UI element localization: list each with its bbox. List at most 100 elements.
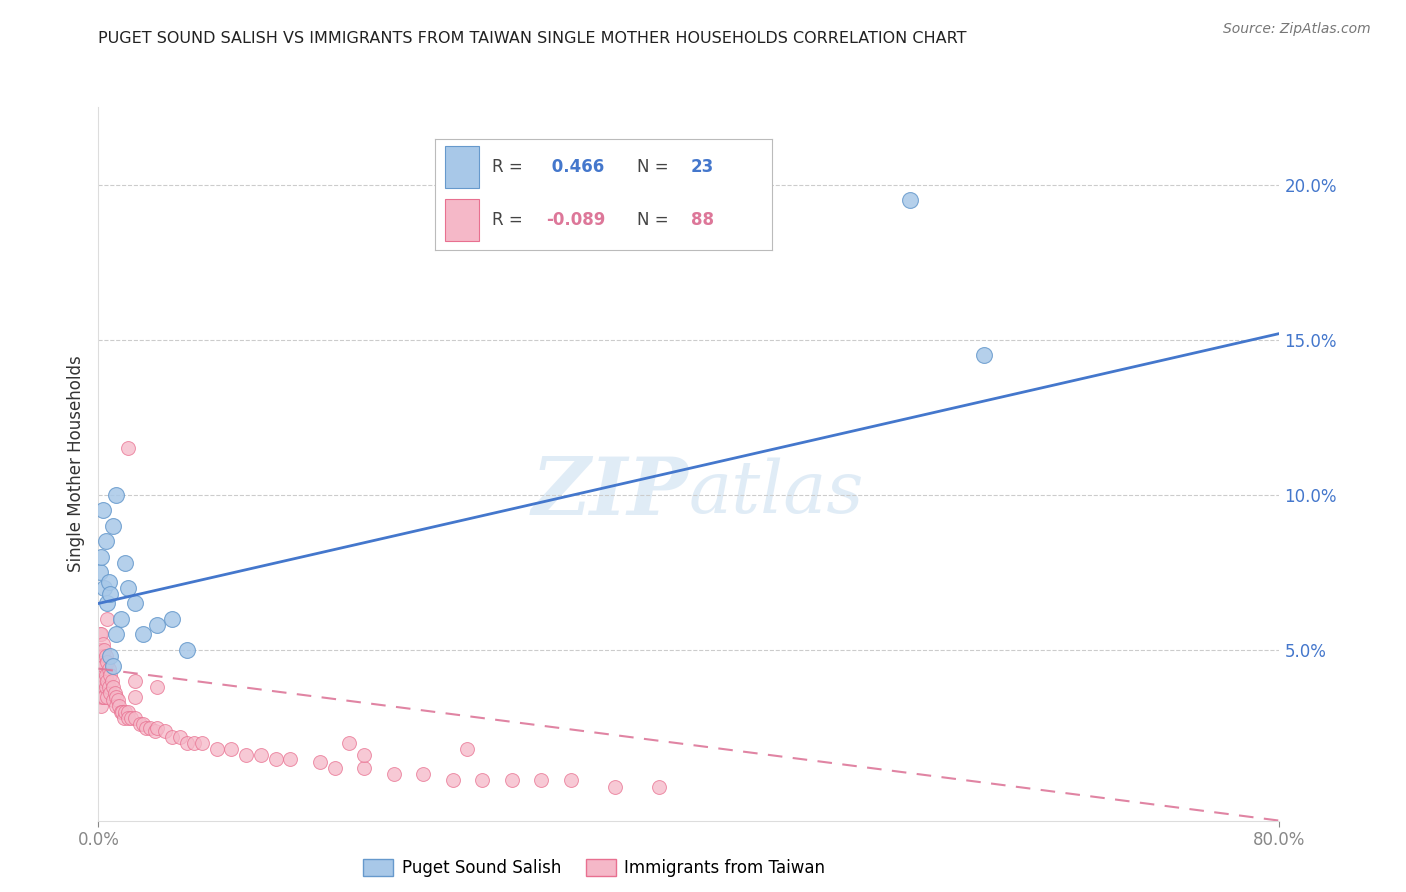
Point bbox=[90, 680, 112, 694]
Point bbox=[105, 690, 128, 704]
Point bbox=[648, 780, 671, 794]
Text: 0.466: 0.466 bbox=[546, 158, 605, 176]
Point bbox=[264, 751, 287, 765]
Legend: Puget Sound Salish, Immigrants from Taiwan: Puget Sound Salish, Immigrants from Taiw… bbox=[357, 852, 832, 884]
Text: 88: 88 bbox=[690, 211, 714, 229]
Point bbox=[205, 742, 228, 756]
Point bbox=[90, 690, 112, 704]
Point bbox=[98, 649, 121, 664]
Point bbox=[105, 627, 128, 641]
Point bbox=[124, 711, 146, 725]
Point bbox=[560, 773, 582, 788]
Point bbox=[110, 612, 132, 626]
Point bbox=[90, 643, 112, 657]
Point bbox=[191, 736, 214, 750]
Bar bbox=[446, 145, 479, 188]
Point bbox=[96, 656, 118, 670]
Point bbox=[93, 658, 115, 673]
Text: N =: N = bbox=[637, 211, 669, 229]
Point bbox=[117, 711, 139, 725]
Point bbox=[89, 566, 111, 580]
Point bbox=[89, 658, 111, 673]
Point bbox=[103, 658, 125, 673]
Point bbox=[90, 658, 112, 673]
Point bbox=[89, 673, 111, 688]
Point bbox=[91, 649, 114, 664]
Point bbox=[98, 686, 121, 700]
Point bbox=[107, 692, 129, 706]
Point bbox=[530, 773, 553, 788]
Point bbox=[90, 673, 112, 688]
Point bbox=[96, 690, 118, 704]
Point bbox=[91, 690, 114, 704]
Point bbox=[162, 612, 183, 626]
Point bbox=[90, 627, 112, 641]
Point bbox=[605, 780, 627, 794]
Point bbox=[94, 680, 117, 694]
Point bbox=[278, 751, 302, 765]
Point bbox=[108, 698, 131, 713]
Point bbox=[89, 649, 111, 664]
Point bbox=[120, 711, 142, 725]
Point bbox=[103, 680, 125, 694]
Point bbox=[105, 488, 128, 502]
Point bbox=[105, 698, 128, 713]
Point bbox=[100, 673, 122, 688]
Point bbox=[219, 742, 242, 756]
Point bbox=[89, 668, 111, 682]
Point bbox=[235, 748, 257, 763]
Point bbox=[103, 692, 125, 706]
Point bbox=[90, 549, 112, 564]
Point bbox=[114, 705, 136, 719]
Point bbox=[91, 503, 114, 517]
Point bbox=[104, 686, 127, 700]
Text: -0.089: -0.089 bbox=[546, 211, 606, 229]
Point bbox=[146, 721, 169, 735]
Point bbox=[110, 705, 132, 719]
Point bbox=[97, 574, 120, 589]
Point bbox=[501, 773, 523, 788]
Point bbox=[153, 723, 176, 738]
Point bbox=[117, 442, 139, 456]
Text: N =: N = bbox=[637, 158, 669, 176]
Point bbox=[441, 773, 464, 788]
Point bbox=[412, 767, 434, 781]
Point bbox=[94, 534, 117, 549]
Point bbox=[339, 736, 360, 750]
Point bbox=[93, 581, 115, 595]
Point bbox=[135, 721, 157, 735]
Point bbox=[162, 730, 183, 744]
Point bbox=[117, 705, 139, 719]
Point bbox=[91, 637, 114, 651]
Point bbox=[143, 723, 166, 738]
Point bbox=[132, 717, 155, 731]
Point bbox=[124, 673, 146, 688]
Y-axis label: Single Mother Households: Single Mother Households bbox=[66, 356, 84, 572]
Point bbox=[91, 680, 114, 694]
Point bbox=[176, 643, 198, 657]
Point bbox=[309, 755, 332, 769]
Point bbox=[91, 668, 114, 682]
Point bbox=[96, 673, 118, 688]
Text: Source: ZipAtlas.com: Source: ZipAtlas.com bbox=[1223, 22, 1371, 37]
Point bbox=[93, 643, 115, 657]
Point bbox=[973, 348, 995, 362]
Point bbox=[128, 717, 150, 731]
Point bbox=[353, 748, 375, 763]
Text: R =: R = bbox=[492, 211, 523, 229]
Point bbox=[114, 556, 136, 570]
Point bbox=[117, 581, 139, 595]
Point bbox=[97, 662, 120, 676]
Point bbox=[93, 673, 115, 688]
Point bbox=[124, 597, 146, 611]
Point bbox=[382, 767, 405, 781]
Point bbox=[89, 690, 111, 704]
Point bbox=[139, 721, 162, 735]
Point bbox=[97, 680, 120, 694]
Text: ZIP: ZIP bbox=[531, 454, 689, 531]
Point bbox=[89, 627, 111, 641]
Text: R =: R = bbox=[492, 158, 523, 176]
Point bbox=[250, 748, 273, 763]
Point bbox=[176, 736, 198, 750]
Point bbox=[98, 668, 121, 682]
